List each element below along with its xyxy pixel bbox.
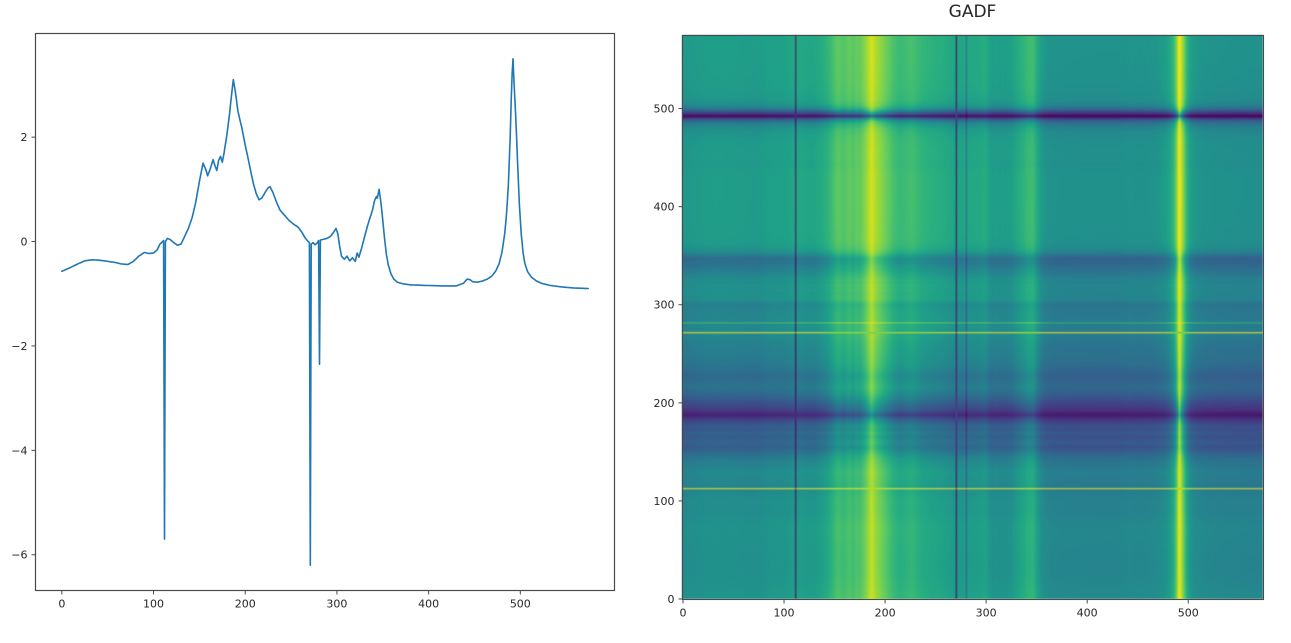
- tick-label: −4: [11, 444, 27, 457]
- tick-label: 300: [654, 299, 675, 312]
- tick-label: 0: [680, 607, 687, 620]
- tick-label: 0: [668, 593, 675, 606]
- signal-line: [60, 57, 590, 567]
- tick-label: 200: [654, 397, 675, 410]
- tick-label: 300: [976, 607, 997, 620]
- tick-label: 100: [143, 598, 164, 611]
- gadf-title: GADF: [948, 2, 997, 22]
- tick-label: 500: [654, 103, 675, 116]
- tick-label: −6: [11, 549, 27, 562]
- tick-label: 200: [235, 598, 256, 611]
- tick-label: 500: [510, 598, 531, 611]
- tick-label: 400: [418, 598, 439, 611]
- gadf-heatmap-canvas: [682, 35, 1263, 599]
- tick-label: −2: [11, 340, 27, 353]
- tick-label: 100: [774, 607, 795, 620]
- tick-label: 200: [875, 607, 896, 620]
- tick-label: 100: [654, 495, 675, 508]
- tick-label: 400: [654, 201, 675, 214]
- tick-label: 0: [58, 598, 65, 611]
- tick-label: 2: [21, 131, 28, 144]
- tick-label: 400: [1077, 607, 1098, 620]
- tick-label: 500: [1178, 607, 1199, 620]
- tick-label: 300: [326, 598, 347, 611]
- tick-label: 0: [21, 236, 28, 249]
